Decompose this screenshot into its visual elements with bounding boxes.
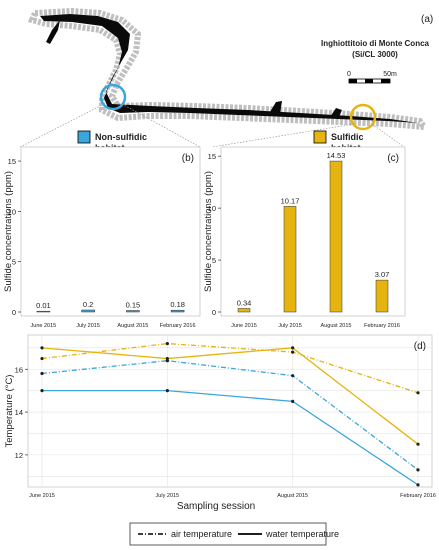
line-legend: air temperature water temperature [129,522,339,546]
x-tick-label: June 2015 [29,493,55,499]
sulfidic-marker-circle [349,103,377,131]
legend-air-label: air temperature [171,529,232,539]
data-point [416,391,420,395]
bar-value-label: 14.53 [327,151,346,160]
bar [329,160,343,313]
x-tick-label: February 2016 [160,323,196,329]
bar [81,309,95,313]
bar [375,279,389,313]
y-tick-label: 14 [15,408,23,417]
series-line-sulfidic-water [41,347,419,445]
bar-value-label: 0.18 [170,300,185,309]
cave-side-branch [46,20,60,44]
x-tick-label: June 2015 [31,323,57,329]
data-point [165,389,169,393]
y-tick-label: 10 [8,207,16,216]
x-tick-label: August 2015 [277,493,308,499]
connector-lines [19,103,405,148]
plot-frame [20,146,201,317]
cave-side-branch [330,108,342,119]
scale-zero: 0 [347,71,351,78]
plot-frame [220,146,406,317]
chart-c: 0 5 10 15 Sulfide concentrations (ppm) 0.34 Ju… [203,146,406,329]
series-line-non_sulfidic-air [41,360,419,471]
data-point [165,341,169,346]
bar [126,310,140,313]
plot-frame [27,334,433,488]
y-tick-label: 5 [12,258,16,267]
chart-d: June 2015 July 2015 August 2015 February 20… [4,334,436,512]
bar-value-label: 0.34 [237,298,252,307]
bar-value-label: 0.2 [83,300,93,309]
x-tick-label: July 2015 [278,323,302,329]
x-tick-label: August 2015 [321,323,352,329]
y-tick-label: 5 [212,256,216,265]
y-axis-label: Temperature (°C) [4,375,15,448]
data-point [40,356,44,361]
panel-a-label: (a) [421,14,433,25]
y-tick-label: 15 [8,157,16,166]
x-tick-label: February 2016 [400,493,436,499]
bar [36,310,51,313]
bar-value-label: 10.17 [281,196,300,205]
y-tick-label: 15 [208,152,216,161]
cave-side-branch [270,101,282,114]
data-point [291,374,295,378]
bar-value-label: 0.01 [36,301,51,310]
bar [170,309,185,313]
legend-water-label: water temperature [265,529,339,539]
y-tick-label: 16 [15,365,23,374]
data-point [416,442,420,446]
chart-b: 0 5 10 15 Sulfide concentrations (ppm) 0.01 Ju… [3,146,201,329]
data-point [291,350,295,354]
cave-title-line2: (Si/CL 3000) [352,50,398,59]
series-line-sulfidic-air [41,342,419,394]
cave-map [27,7,430,131]
bar [237,308,251,313]
data-point [40,346,44,350]
data-point [291,346,295,350]
bar [283,206,297,313]
cave-title-line1: Inghiottitoio di Monte Conca [321,39,430,48]
non-sulfidic-marker-circle [99,83,127,111]
bar-value-label: 0.15 [126,300,141,309]
data-point [416,468,420,472]
x-tick-label: August 2015 [117,323,148,329]
scale-bar: 0 50m [347,71,397,84]
x-tick-label: February 2016 [364,323,400,329]
x-tick-label: June 2015 [231,323,257,329]
scale-end: 50m [383,71,397,78]
data-point [40,389,44,393]
data-point [416,483,420,487]
data-point [165,359,169,363]
y-tick-label: 10 [208,204,216,213]
y-axis-label: Sulfide concentrations (ppm) [3,171,14,292]
bar-value-label: 3.07 [375,270,390,279]
non-sulfidic-label-line1: Non-sulfidic [95,132,147,142]
x-tick-label: July 2015 [76,323,100,329]
x-axis-label: Sampling session [177,501,255,512]
data-point [291,399,295,403]
sulfidic-label-line1: Sulfidic [331,132,364,142]
x-tick-label: July 2015 [156,493,180,499]
y-tick-label: 12 [15,451,23,460]
panel-label: (c) [387,153,399,164]
y-tick-label: 0 [12,308,16,317]
cave-wall-outline [27,7,430,131]
panel-label: (d) [414,341,426,352]
data-point [40,371,44,376]
panel-label: (b) [182,153,194,164]
series-line-non_sulfidic-water [42,390,419,486]
y-tick-label: 0 [212,308,216,317]
y-axis-label: Sulfide concentrations (ppm) [203,171,214,292]
